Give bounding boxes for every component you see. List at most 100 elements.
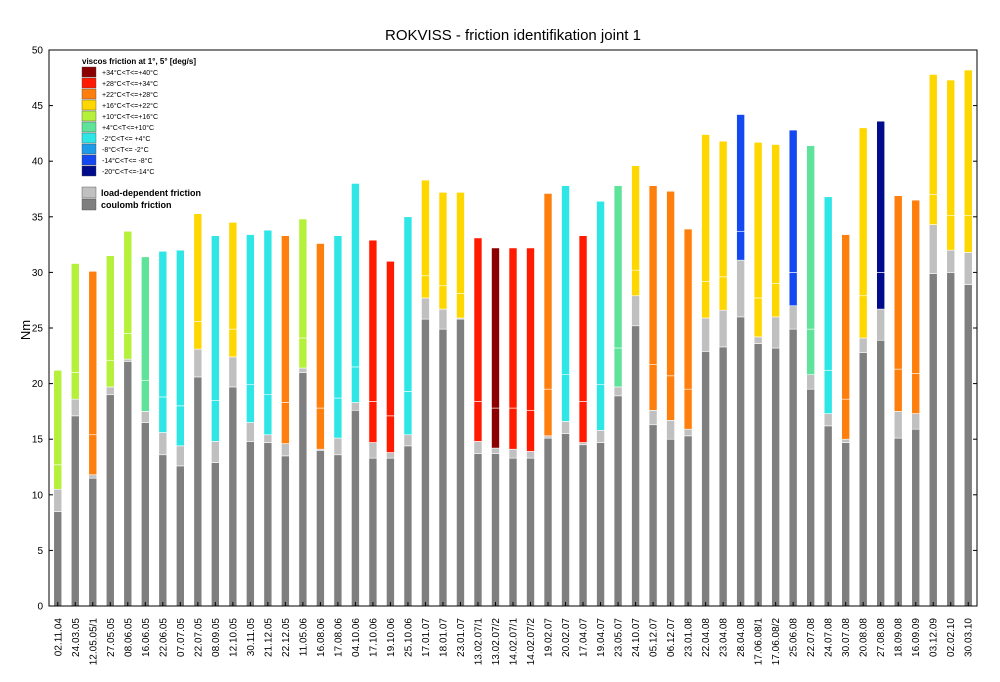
- coulomb-bar: [683, 435, 693, 607]
- load-dependent-bar: [193, 348, 203, 378]
- viscous-5deg-bar: [456, 192, 465, 294]
- load-dependent-bar: [911, 413, 921, 430]
- load-dependent-bar: [228, 356, 238, 388]
- load-dependent-bar: [298, 367, 308, 373]
- load-dependent-bar: [858, 337, 868, 353]
- viscous-1deg-bar: [193, 321, 203, 350]
- load-dependent-bar: [386, 452, 395, 459]
- legend-swatch: [81, 186, 97, 199]
- load-dependent-bar: [806, 374, 815, 390]
- viscous-1deg-bar: [473, 401, 483, 442]
- x-tick-label: 30.07.08: [841, 618, 852, 657]
- x-tick-label: 12.05.05/1: [88, 618, 99, 666]
- coulomb-bar: [228, 386, 238, 607]
- viscous-5deg-bar: [158, 250, 168, 398]
- chart-title: ROKVISS - friction identifikation joint …: [385, 27, 641, 44]
- coulomb-bar: [438, 328, 448, 607]
- legend-swatch: [81, 77, 97, 89]
- coulomb-bar: [263, 442, 273, 607]
- coulomb-bar: [316, 450, 325, 607]
- viscous-1deg-bar: [806, 328, 815, 375]
- coulomb-bar: [823, 425, 833, 607]
- coulomb-bar: [578, 444, 588, 607]
- load-dependent-bar: [88, 474, 98, 479]
- viscous-1deg-bar: [333, 397, 343, 439]
- load-dependent-bar: [561, 421, 570, 434]
- viscous-5deg-bar: [806, 145, 815, 330]
- load-dependent-bar: [946, 249, 956, 273]
- x-tick-label: 20.08.08: [859, 618, 870, 657]
- coulomb-bar: [893, 437, 903, 607]
- viscous-1deg-bar: [736, 230, 745, 261]
- load-dependent-bar: [508, 448, 518, 459]
- viscous-1deg-bar: [578, 401, 588, 443]
- x-tick-label: 17.06.08/2: [771, 618, 782, 666]
- viscous-1deg-bar: [543, 388, 553, 437]
- y-tick-label: 15: [32, 435, 44, 446]
- coulomb-bar: [841, 442, 850, 607]
- load-dependent-bar: [351, 402, 360, 411]
- viscous-5deg-bar: [543, 193, 553, 390]
- load-dependent-bar: [438, 308, 448, 330]
- legend-swatch: [81, 66, 97, 78]
- x-tick-label: 22.07.05: [193, 618, 204, 657]
- load-dependent-bar: [771, 316, 780, 349]
- y-tick-label: 5: [37, 546, 43, 557]
- coulomb-bar: [753, 343, 763, 607]
- viscous-1deg-bar: [823, 369, 833, 414]
- coulomb-bar: [736, 316, 745, 607]
- load-dependent-bar: [753, 336, 763, 344]
- coulomb-bar: [596, 442, 605, 607]
- viscous-1deg-bar: [246, 384, 255, 423]
- viscous-1deg-bar: [228, 328, 238, 358]
- load-dependent-bar: [526, 451, 535, 459]
- coulomb-bar: [281, 455, 290, 607]
- coulomb-bar: [666, 438, 675, 607]
- load-dependent-bar: [613, 386, 623, 397]
- load-dependent-bar: [105, 386, 115, 396]
- viscous-5deg-bar: [841, 234, 850, 400]
- viscous-5deg-bar: [753, 142, 763, 299]
- load-dependent-bar: [736, 259, 745, 318]
- load-dependent-bar: [53, 488, 63, 512]
- viscous-5deg-bar: [631, 165, 640, 271]
- legend-label: +22°C<T<=+28°C: [102, 91, 158, 99]
- x-tick-label: 17.01.07: [421, 618, 432, 657]
- legend-label: +28°C<T<=+34°C: [102, 80, 158, 88]
- legend-label: -8°C<T<= -2°C: [102, 146, 149, 154]
- x-tick-label: 17.04.07: [579, 618, 590, 657]
- x-tick-label: 05.12.07: [649, 618, 660, 657]
- viscous-1deg-bar: [491, 407, 500, 449]
- viscous-5deg-bar: [613, 185, 623, 349]
- viscous-1deg-bar: [508, 407, 518, 450]
- legend-label: load-dependent friction: [101, 188, 201, 198]
- x-tick-label: 23.01.07: [456, 618, 467, 657]
- x-tick-label: 14.02.07/1: [509, 618, 520, 666]
- viscous-1deg-bar: [928, 194, 938, 225]
- y-tick-label: 25: [32, 324, 44, 335]
- viscous-5deg-bar: [893, 195, 903, 370]
- axes-layer: 0 5 10 15 20 25 30 35 40 45 50 02.11.04 24.03.05 12.0…: [32, 46, 978, 666]
- legend-swatch: [81, 132, 97, 144]
- viscous-5deg-bar: [88, 270, 98, 436]
- x-tick-label: 22.07.08: [806, 618, 817, 657]
- load-dependent-bar: [683, 428, 693, 437]
- load-dependent-bar: [578, 442, 588, 446]
- coulomb-bar: [403, 445, 413, 607]
- load-dependent-bar: [701, 317, 710, 352]
- x-tick-label: 14.02.07/2: [526, 618, 537, 666]
- x-tick-label: 08.06.05: [123, 618, 134, 657]
- load-dependent-bar: [473, 441, 483, 454]
- viscous-1deg-bar: [456, 293, 465, 319]
- viscous-5deg-bar: [736, 114, 745, 232]
- coulomb-bar: [211, 462, 220, 607]
- viscous-1deg-bar: [281, 402, 290, 444]
- viscous-1deg-bar: [368, 401, 378, 443]
- load-dependent-bar: [718, 309, 728, 348]
- load-dependent-bar: [403, 434, 413, 447]
- load-dependent-bar: [70, 398, 80, 417]
- legend-swatch: [81, 121, 97, 133]
- y-tick-label: 10: [32, 490, 44, 501]
- load-dependent-bar: [963, 252, 973, 285]
- legend-label: -2°C<T<= +4°C: [102, 135, 150, 143]
